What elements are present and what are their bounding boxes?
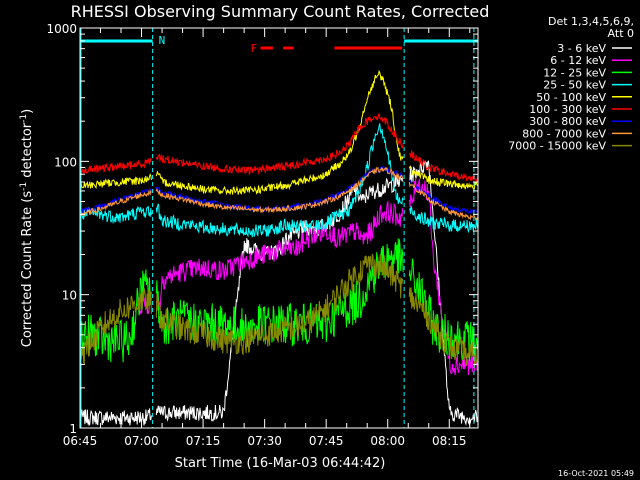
y-axis-label-end: ) [20,109,35,114]
x-tick-label: 07:45 [309,434,344,448]
legend-label: 3 - 6 keV [557,42,606,55]
footer-timestamp: 16-Oct-2021 05:49 [558,469,634,478]
legend-header-line1: Det 1,3,4,5,6,9, [548,15,634,28]
series-line-7 [79,166,479,221]
legend-header-line2: Att 0 [608,27,634,40]
legend-label: 25 - 50 keV [543,79,606,92]
y-tick-label: 100 [54,155,77,169]
series-line-5 [79,113,479,183]
y-axis-label: Corrected Count Rate (s-1 detector-1) [19,109,35,347]
y-axis: 1 10 100 1000 [46,22,478,436]
y-tick-label: 1 [69,422,77,436]
plot-area: NF [79,28,479,428]
x-tick-label: 07:30 [247,434,282,448]
x-tick-label: 08:00 [370,434,405,448]
legend-label: 50 - 100 keV [536,91,606,104]
x-tick-label: 08:15 [432,434,467,448]
x-tick-label: 07:15 [186,434,221,448]
plot-frame [79,27,479,429]
y-axis-label-sup2: -1 [19,114,29,123]
x-axis: 06:45 07:00 07:15 07:30 07:45 08:00 08:15 [63,28,471,448]
legend-label: 300 - 800 keV [529,115,606,128]
y-tick-label: 1000 [46,22,77,36]
legend-label: 12 - 25 keV [543,66,606,79]
x-tick-label: 07:00 [124,434,159,448]
y-axis-label-sup1: -1 [19,182,29,191]
y-axis-label-main: Corrected Count Rate (s [20,191,35,348]
chart-title: RHESSI Observing Summary Count Rates, Co… [71,2,490,21]
legend-label: 800 - 7000 keV [522,127,606,140]
x-axis-label: Start Time (16-Mar-03 06:44:42) [175,456,386,471]
x-tick-label: 06:45 [63,434,98,448]
night-label: N [159,34,166,47]
legend-label: 100 - 300 keV [529,103,606,116]
y-axis-label-mid: detector [20,122,35,182]
series-line-8 [79,253,478,368]
legend-label: 7000 - 15000 keV [508,140,606,153]
y-tick-label: 10 [62,289,77,303]
legend-label: 6 - 12 keV [550,54,606,67]
series-line-4 [79,69,478,196]
flare-label: F [251,42,258,55]
